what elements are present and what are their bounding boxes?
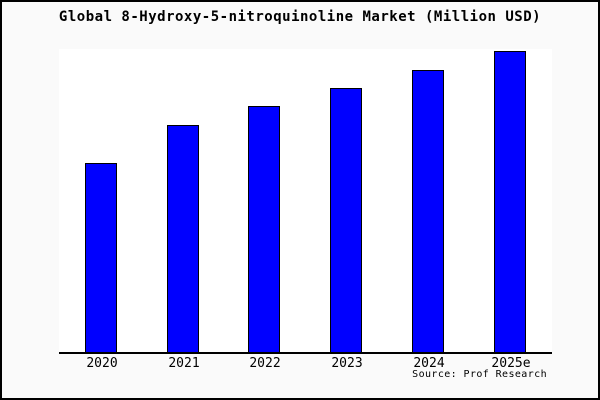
chart-title: Global 8-Hydroxy-5-nitroquinoline Market… [58,9,542,25]
bar-2021 [167,125,199,352]
bar-2023 [330,88,362,352]
bar-2022 [248,106,280,352]
bar-2025e [494,51,526,352]
x-tick-label-2024: 2024 [413,356,445,371]
bar-2024 [412,70,444,352]
bar-2020 [85,163,117,352]
x-tick-label-2020: 2020 [86,356,118,371]
x-tick-label-2021: 2021 [168,356,200,371]
x-tick-label-2023: 2023 [331,356,363,371]
plot-area [59,49,552,354]
source-credit: Source: Prof Research [412,369,547,380]
x-axis-labels: 2020 2021 2022 2023 2024 2025e [2,356,598,372]
x-tick-label-2025e: 2025e [491,356,531,371]
x-tick-label-2022: 2022 [249,356,281,371]
